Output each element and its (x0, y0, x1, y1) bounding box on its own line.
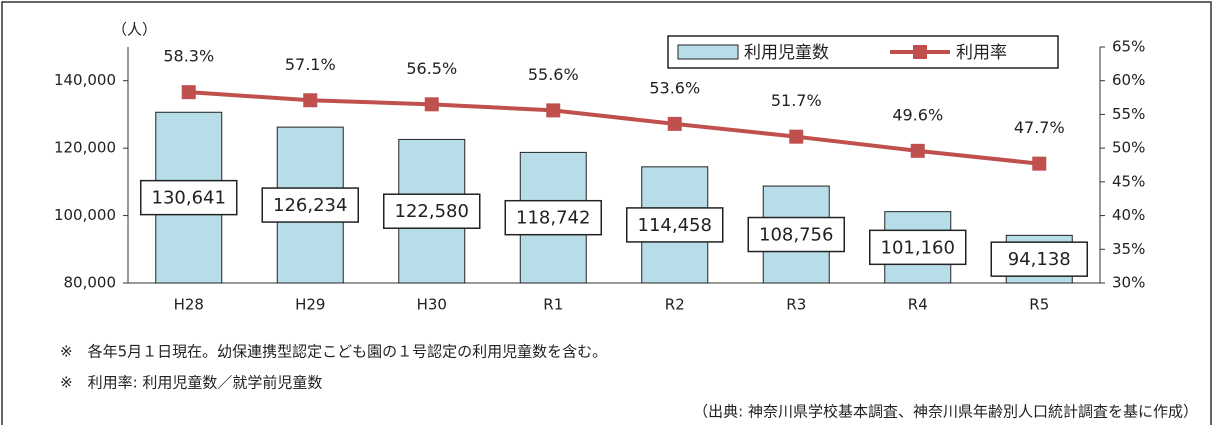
marker (667, 116, 682, 131)
rate-label: 49.6% (892, 105, 943, 124)
legend-swatch (677, 44, 739, 60)
legend-marker (913, 45, 927, 59)
marker (303, 93, 318, 108)
y2-tick-label: 35% (1112, 240, 1145, 258)
y2-tick-label: 30% (1112, 274, 1145, 292)
y2-tick-label: 65% (1112, 38, 1145, 56)
value-label: 101,160 (881, 237, 955, 258)
x-tick-label: H30 (417, 296, 447, 314)
y2-tick-label: 60% (1112, 71, 1145, 89)
value-label-box (504, 199, 602, 236)
x-tick-label: R1 (543, 296, 563, 314)
y2-tick-label: 45% (1112, 172, 1145, 190)
x-tick-label: H28 (174, 296, 204, 314)
rate-label: 57.1% (285, 55, 336, 74)
value-label: 108,756 (759, 225, 833, 246)
value-label: 118,742 (516, 208, 590, 229)
value-label-box (990, 241, 1088, 277)
x-tick-label: R5 (1029, 296, 1049, 314)
y2-tick-label: 50% (1112, 139, 1145, 157)
marker (546, 103, 561, 118)
rate-label: 55.6% (528, 65, 579, 84)
value-label-box (747, 216, 845, 253)
marker (910, 143, 925, 158)
rate-label: 47.7% (1014, 118, 1065, 137)
y-tick-label: 80,000 (64, 274, 117, 292)
note: （出典: 神奈川県学校基本調査、神奈川県年齢別人口統計調査を基に作成） (693, 403, 1198, 421)
y-unit-label: （人） (112, 21, 157, 39)
rate-label: 58.3% (163, 47, 214, 66)
value-label: 114,458 (638, 215, 712, 236)
value-label-box (626, 207, 724, 243)
y2-tick-label: 40% (1112, 206, 1145, 224)
line (188, 90, 1040, 166)
note: ※ 利用率: 利用児童数／就学前児童数 (60, 374, 322, 392)
marker (1032, 156, 1047, 171)
y-tick-label: 100,000 (54, 206, 116, 224)
marker (789, 129, 804, 144)
value-label: 94,138 (1008, 249, 1071, 270)
value-label-box (869, 229, 967, 266)
legend-label: 利用率 (956, 43, 1007, 63)
rate-label: 51.7% (771, 91, 822, 110)
y2-tick-label: 55% (1112, 105, 1145, 123)
marker (424, 97, 439, 112)
value-label-box (261, 187, 359, 223)
value-label: 122,580 (395, 201, 469, 222)
value-label: 126,234 (273, 195, 347, 216)
x-tick-label: R3 (786, 296, 806, 314)
value-label-box (383, 193, 481, 229)
x-tick-label: R2 (665, 296, 685, 314)
rate-label: 53.6% (649, 78, 700, 97)
x-tick-label: R4 (908, 296, 928, 314)
marker (181, 85, 196, 100)
y-tick-label: 140,000 (54, 71, 116, 89)
rate-label: 56.5% (406, 59, 457, 78)
y-tick-label: 120,000 (54, 139, 116, 157)
note: ※ 各年5月１日現在。幼保連携型認定こども園の１号認定の利用児童数を含む。 (60, 343, 607, 361)
x-tick-label: H29 (295, 296, 325, 314)
value-label: 130,641 (152, 188, 226, 209)
legend-label: 利用児童数 (744, 43, 829, 63)
value-label-box (140, 179, 238, 216)
